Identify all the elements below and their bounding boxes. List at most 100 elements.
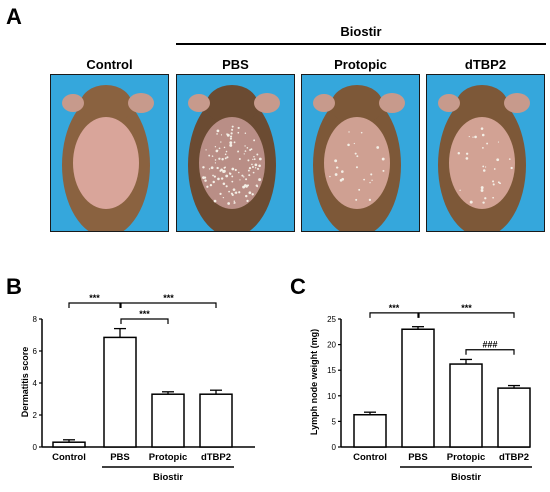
- skin-lesion: [465, 152, 469, 155]
- mouse-ear-right: [128, 93, 154, 113]
- mouse-ear-left: [62, 94, 84, 112]
- shaved-skin-area: [73, 117, 139, 209]
- skin-lesion: [248, 174, 251, 177]
- category-label: PBS: [110, 452, 130, 463]
- skin-lesion: [382, 169, 385, 172]
- y-tick-label: 2: [33, 411, 38, 420]
- skin-lesion: [227, 202, 231, 205]
- skin-lesion: [219, 192, 222, 196]
- skin-lesion: [220, 177, 224, 180]
- chart-c: 0 5 10 15 20 25 Lymph node weight (mg) Control P…: [309, 303, 532, 483]
- skin-lesion: [216, 166, 219, 170]
- skin-lesion: [492, 196, 494, 199]
- significance-label: ###: [482, 340, 497, 350]
- significance-bracket: [418, 312, 515, 318]
- category-label: Control: [52, 452, 86, 463]
- skin-lesion: [510, 166, 513, 170]
- significance-label: ***: [163, 293, 174, 303]
- skin-lesion: [244, 145, 246, 147]
- skin-lesion: [244, 150, 247, 152]
- skin-lesion: [224, 153, 227, 156]
- skin-lesion: [354, 152, 357, 155]
- skin-lesion: [257, 167, 260, 170]
- skin-lesion: [468, 135, 470, 138]
- skin-lesion: [230, 132, 233, 135]
- skin-lesion: [459, 189, 461, 192]
- mouse-illustration: [302, 75, 419, 231]
- skin-lesion: [253, 158, 256, 161]
- group-label: Biostir: [153, 472, 183, 483]
- significance-bracket: [120, 318, 169, 324]
- skin-lesion: [250, 148, 253, 151]
- mouse-head-fur: [206, 85, 258, 125]
- y-tick-label: 15: [327, 366, 336, 375]
- skin-lesion: [252, 158, 254, 161]
- skin-lesion: [499, 182, 501, 184]
- significance-bracket: [465, 349, 515, 355]
- skin-lesion: [469, 200, 473, 204]
- skin-lesion: [204, 179, 207, 182]
- skin-lesion: [233, 200, 236, 203]
- mouse-ear-right: [379, 93, 405, 113]
- skin-lesion: [492, 183, 495, 186]
- skin-lesion: [225, 150, 228, 153]
- skin-lesion: [251, 193, 254, 196]
- mouse-head-fur: [331, 85, 383, 125]
- bar-pbs: [401, 328, 435, 448]
- bar-control: [52, 441, 86, 448]
- skin-lesion: [205, 149, 207, 151]
- skin-lesion: [208, 154, 211, 157]
- y-tick-label: 20: [327, 341, 336, 350]
- category-label: Protopic: [149, 452, 188, 463]
- skin-lesion: [234, 192, 236, 194]
- skin-lesion: [368, 198, 372, 201]
- skin-lesion: [222, 182, 226, 185]
- skin-lesion: [226, 156, 229, 159]
- skin-lesion: [222, 196, 225, 199]
- skin-lesion: [256, 185, 259, 188]
- skin-lesion: [248, 166, 252, 170]
- bar-pbs: [103, 336, 137, 448]
- skin-lesion: [222, 169, 226, 173]
- skin-lesion: [219, 169, 222, 172]
- y-tick-label: 25: [327, 315, 336, 324]
- mouse-illustration: [427, 75, 544, 231]
- skin-lesion: [217, 177, 220, 181]
- y-tick-label: 0: [33, 443, 38, 452]
- mouse-illustration: [51, 75, 168, 231]
- panel-b-letter: B: [6, 274, 22, 299]
- skin-lesion: [339, 179, 343, 182]
- skin-lesion: [508, 158, 511, 160]
- skin-lesion: [258, 178, 262, 182]
- skin-lesion: [465, 157, 469, 160]
- skin-lesion: [209, 183, 213, 187]
- skin-lesion: [228, 172, 231, 174]
- skin-lesion: [212, 174, 214, 177]
- skin-lesion: [360, 131, 363, 134]
- mouse-photo-dtbp2: [426, 74, 545, 232]
- skin-lesion: [484, 166, 487, 168]
- skin-lesion: [220, 141, 222, 143]
- significance-bracket: [120, 302, 217, 308]
- category-label: dTBP2: [201, 452, 231, 463]
- skin-lesion: [228, 190, 230, 193]
- chart-b: 0 2 4 6 8 Dermatitis score Control PBS Protopic d…: [20, 293, 255, 483]
- skin-lesion: [480, 186, 484, 190]
- skin-lesion: [254, 167, 257, 169]
- panel-c-letter: C: [290, 274, 306, 299]
- skin-lesion: [225, 174, 229, 178]
- y-tick-label: 5: [332, 417, 337, 426]
- significance-label: ***: [461, 303, 472, 313]
- skin-lesion: [253, 139, 256, 142]
- skin-lesion: [248, 191, 252, 195]
- skin-lesion: [371, 179, 373, 181]
- bar-dtbp2: [497, 387, 531, 448]
- skin-lesion: [334, 173, 338, 176]
- skin-lesion: [230, 192, 233, 195]
- skin-lesion: [481, 133, 485, 137]
- skin-lesion: [213, 175, 216, 178]
- skin-lesion: [253, 156, 255, 158]
- skin-lesion: [363, 178, 366, 181]
- skin-lesion: [218, 147, 221, 150]
- skin-lesion: [482, 165, 485, 168]
